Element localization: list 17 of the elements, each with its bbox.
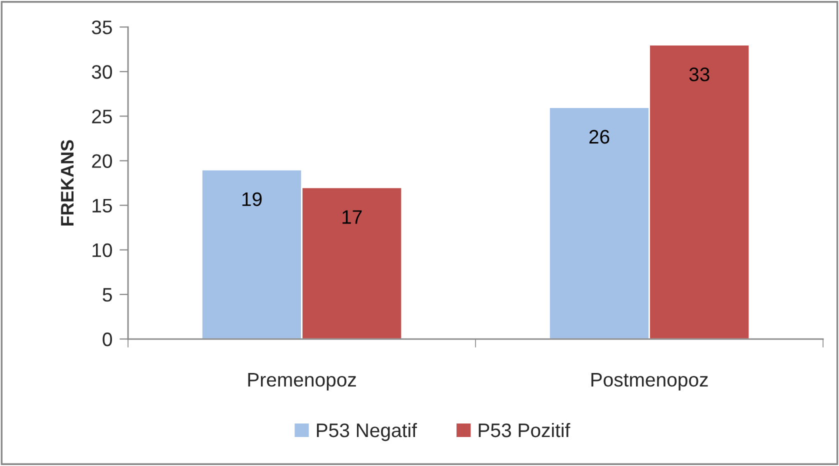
data-label: 33	[689, 68, 710, 82]
legend-label: P53 Pozitif	[478, 422, 570, 438]
x-tick-label: Premenopoz	[248, 373, 356, 390]
y-tick-label: 30	[92, 65, 112, 79]
y-tick-label: 35	[92, 20, 112, 34]
data-label: 26	[589, 130, 610, 144]
y-tick-label: 15	[92, 198, 112, 213]
legend-label: P53 Negatif	[316, 422, 418, 442]
y-tick-label: 25	[92, 110, 112, 124]
y-axis-title: FREKANS	[60, 140, 74, 226]
data-label: 19	[242, 192, 262, 206]
y-tick-label: 0	[102, 332, 112, 346]
x-tick-label: Postmenopoz	[591, 373, 708, 390]
y-tick-label: 5	[102, 288, 112, 302]
y-tick-label: 20	[92, 154, 112, 168]
y-tick-label: 10	[92, 243, 112, 258]
data-label: 17	[342, 210, 362, 224]
